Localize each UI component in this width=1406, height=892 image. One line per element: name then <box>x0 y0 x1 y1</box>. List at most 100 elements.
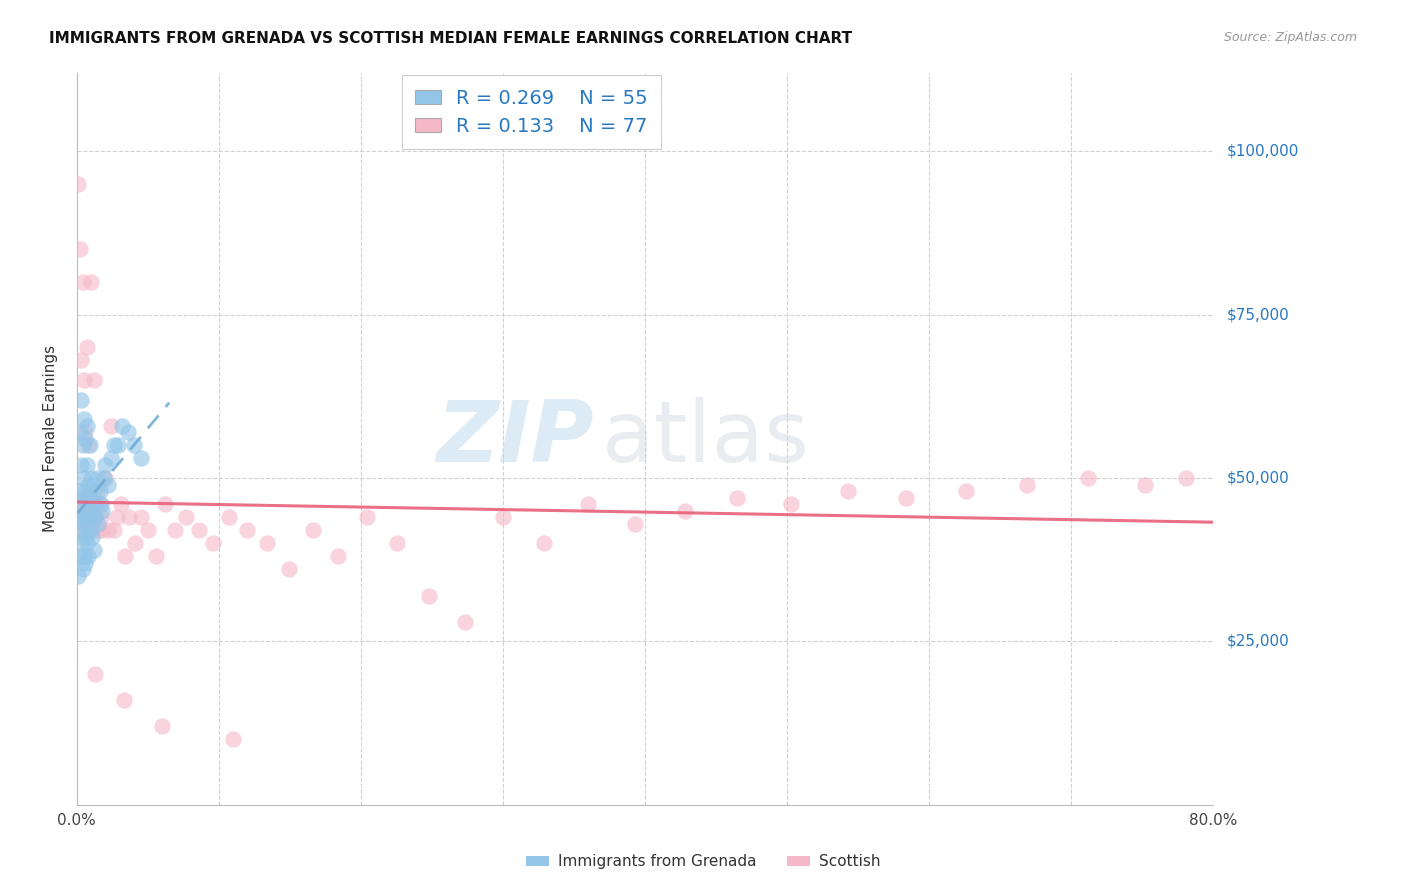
Point <box>110 497 132 511</box>
Point <box>76 503 98 517</box>
Point <box>100 451 122 466</box>
Point <box>328 549 350 564</box>
Point <box>83 373 105 387</box>
Point <box>84 497 107 511</box>
Point <box>129 451 152 466</box>
Point <box>75 484 97 499</box>
Point <box>73 497 96 511</box>
Point <box>69 484 91 499</box>
Point <box>84 510 107 524</box>
Point <box>73 523 96 537</box>
Point <box>103 438 125 452</box>
Point <box>837 484 859 499</box>
Point <box>218 510 240 524</box>
Point <box>82 523 104 537</box>
Point <box>70 497 93 511</box>
Point <box>70 516 93 531</box>
Point <box>174 510 197 524</box>
Point <box>114 549 136 564</box>
Point <box>896 491 918 505</box>
Point <box>955 484 977 499</box>
Y-axis label: Median Female Earnings: Median Female Earnings <box>44 345 58 533</box>
Point <box>117 425 139 440</box>
Point <box>277 562 299 576</box>
Point <box>145 549 167 564</box>
Point <box>188 523 211 537</box>
Text: $100,000: $100,000 <box>1227 144 1299 159</box>
Point <box>69 503 91 517</box>
Point <box>76 340 98 354</box>
Point <box>356 510 378 524</box>
Point <box>79 510 101 524</box>
Point <box>73 491 96 505</box>
Point <box>780 497 803 511</box>
Point <box>80 516 103 531</box>
Point <box>624 516 647 531</box>
Point <box>83 484 105 499</box>
Point <box>492 510 515 524</box>
Point <box>75 530 97 544</box>
Point <box>77 497 100 511</box>
Point <box>107 438 129 452</box>
Point <box>67 177 90 191</box>
Point <box>72 438 94 452</box>
Point <box>91 503 114 517</box>
Point <box>150 719 173 733</box>
Point <box>75 432 97 446</box>
Point <box>70 392 93 407</box>
Point <box>97 523 120 537</box>
Point <box>77 477 100 491</box>
Point <box>105 510 128 524</box>
Point <box>77 510 100 524</box>
Point <box>118 510 141 524</box>
Point <box>75 425 97 440</box>
Point <box>79 523 101 537</box>
Point <box>77 516 100 531</box>
Point <box>76 510 98 524</box>
Point <box>73 510 96 524</box>
Point <box>1077 471 1099 485</box>
Point <box>86 471 108 485</box>
Point <box>129 510 152 524</box>
Point <box>82 530 104 544</box>
Point <box>70 353 93 368</box>
Point <box>222 732 245 747</box>
Point <box>89 484 111 499</box>
Text: IMMIGRANTS FROM GRENADA VS SCOTTISH MEDIAN FEMALE EARNINGS CORRELATION CHART: IMMIGRANTS FROM GRENADA VS SCOTTISH MEDI… <box>49 31 852 46</box>
Legend: R = 0.269    N = 55, R = 0.133    N = 77: R = 0.269 N = 55, R = 0.133 N = 77 <box>402 76 661 149</box>
Point <box>70 536 93 550</box>
Point <box>80 497 103 511</box>
Point <box>67 523 90 537</box>
Point <box>111 418 134 433</box>
Point <box>69 425 91 440</box>
Point <box>576 497 599 511</box>
Point <box>77 549 100 564</box>
Point <box>256 536 278 550</box>
Point <box>103 523 125 537</box>
Point <box>80 275 103 289</box>
Point <box>75 556 97 570</box>
Point <box>76 418 98 433</box>
Point <box>454 615 477 629</box>
Point <box>97 477 120 491</box>
Point <box>69 243 91 257</box>
Text: $25,000: $25,000 <box>1227 634 1289 648</box>
Point <box>76 458 98 472</box>
Point <box>1175 471 1198 485</box>
Point <box>93 471 115 485</box>
Point <box>136 523 159 537</box>
Point <box>79 523 101 537</box>
Point <box>124 536 146 550</box>
Point <box>80 471 103 485</box>
Point <box>673 503 696 517</box>
Point <box>418 589 440 603</box>
Point <box>72 516 94 531</box>
Point <box>72 562 94 576</box>
Point <box>87 523 110 537</box>
Point <box>70 458 93 472</box>
Point <box>100 418 122 433</box>
Point <box>72 275 94 289</box>
Point <box>533 536 555 550</box>
Point <box>87 516 110 531</box>
Text: $75,000: $75,000 <box>1227 307 1289 322</box>
